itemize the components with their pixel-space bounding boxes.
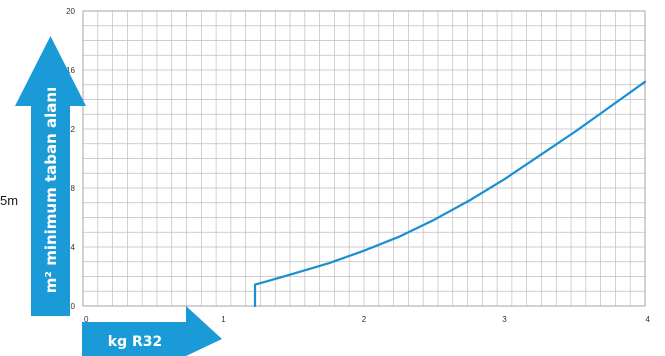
x-axis-title: kg R32: [108, 334, 162, 350]
x-tick-label: 1: [221, 315, 226, 324]
y-tick-label: 12: [66, 125, 75, 134]
grid: [82, 10, 646, 307]
y-tick-label: 16: [66, 66, 75, 75]
series-line: [253, 80, 647, 308]
y-axis-title: m² minimum taban alanı: [42, 87, 60, 293]
y-tick-label: 20: [66, 7, 75, 16]
plot-frame: [82, 10, 646, 307]
y-axis-arrow: [15, 36, 86, 316]
x-tick-label: 3: [502, 315, 507, 324]
axis-arrows: m² minimum taban alanı kg R32: [15, 36, 222, 356]
x-axis-arrow: [82, 306, 222, 356]
side-note: 5m: [0, 193, 19, 208]
x-tick-label: 0: [84, 315, 89, 324]
y-tick-label: 0: [71, 302, 76, 311]
x-tick-label: 4: [646, 315, 651, 324]
y-tick-label: 4: [71, 243, 76, 252]
x-tick-label: 2: [362, 315, 367, 324]
y-tick-label: 8: [71, 184, 76, 193]
series: [253, 80, 647, 308]
